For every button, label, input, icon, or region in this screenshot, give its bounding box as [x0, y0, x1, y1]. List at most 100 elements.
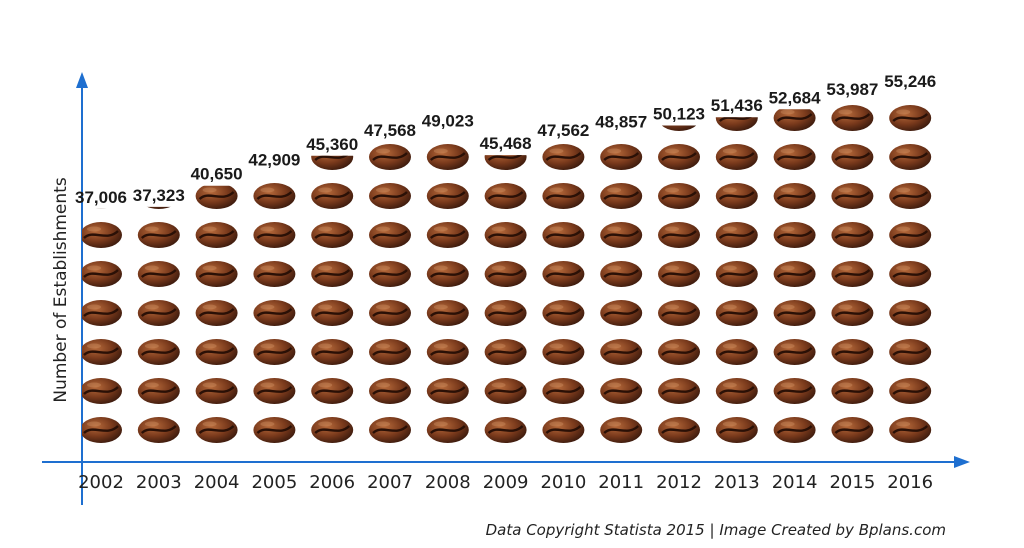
coffee-bean-icon: [252, 337, 297, 367]
coffee-bean-icon: [425, 298, 470, 328]
x-tick-label: 2002: [78, 472, 124, 493]
coffee-bean-icon: [599, 181, 644, 211]
coffee-bean-icon: [888, 259, 933, 289]
coffee-bean-icon: [599, 220, 644, 250]
coffee-bean-icon: [888, 142, 933, 172]
coffee-bean-icon: [367, 415, 413, 445]
coffee-bean-icon: [136, 337, 182, 367]
bean-column-2016: [888, 103, 933, 445]
value-label: 52,684: [769, 88, 822, 107]
value-label: 50,123: [653, 105, 705, 124]
data-credit: Data Copyright Statista 2015 | Image Cre…: [485, 521, 946, 539]
coffee-bean-icon: [310, 415, 355, 445]
coffee-bean-icon: [541, 142, 586, 172]
coffee-bean-icon: [599, 415, 644, 445]
coffee-bean-icon: [714, 376, 759, 406]
coffee-bean-icon: [772, 298, 817, 328]
coffee-bean-icon: [367, 376, 413, 406]
coffee-bean-icon: [541, 298, 586, 328]
coffee-bean-icon: [772, 337, 817, 367]
coffee-bean-icon: [541, 415, 586, 445]
coffee-bean-icon: [425, 181, 470, 211]
coffee-bean-icon: [888, 415, 933, 445]
coffee-bean-icon: [483, 415, 528, 445]
coffee-bean-icon: [483, 337, 528, 367]
coffee-bean-icon: [252, 376, 297, 406]
coffee-bean-icon: [136, 376, 182, 406]
bean-column-2010: [541, 142, 586, 445]
coffee-bean-icon: [714, 415, 759, 445]
coffee-bean-icon: [136, 220, 182, 250]
x-tick-label: 2004: [194, 472, 240, 493]
bean-column-2014: [772, 109, 817, 445]
coffee-bean-icon: [656, 220, 702, 250]
x-tick-label: 2012: [656, 472, 702, 493]
coffee-bean-icon: [656, 337, 702, 367]
value-label: 37,323: [133, 186, 185, 205]
coffee-bean-icon: [599, 376, 644, 406]
value-label: 42,909: [248, 150, 300, 169]
coffee-bean-icon: [541, 337, 586, 367]
bean-column-2006: [310, 155, 355, 445]
coffee-bean-icon: [252, 259, 297, 289]
coffee-bean-icon: [367, 142, 413, 172]
coffee-bean-icon: [888, 103, 933, 133]
coffee-bean-icon: [541, 181, 586, 211]
value-label: 51,436: [711, 96, 763, 115]
coffee-bean-icon: [772, 415, 817, 445]
bean-column-2004: [194, 185, 239, 445]
coffee-bean-icon: [830, 298, 875, 328]
coffee-bean-icon: [194, 415, 239, 445]
coffee-bean-icon: [772, 259, 817, 289]
coffee-bean-icon: [772, 142, 817, 172]
coffee-bean-icon: [888, 298, 933, 328]
coffee-bean-icon: [483, 298, 528, 328]
x-tick-label: 2003: [136, 472, 182, 493]
coffee-bean-icon: [888, 376, 933, 406]
coffee-bean-icon: [830, 376, 875, 406]
x-axis-arrow: [954, 456, 970, 468]
coffee-bean-icon: [888, 337, 933, 367]
coffee-bean-icon: [714, 142, 759, 172]
coffee-bean-icon: [714, 259, 759, 289]
x-tick-label: 2006: [309, 472, 355, 493]
coffee-bean-icon: [194, 220, 239, 250]
coffee-bean-icon: [252, 220, 297, 250]
coffee-bean-icon: [136, 259, 182, 289]
coffee-bean-icon: [367, 337, 413, 367]
y-axis-label: Number of Establishments: [51, 177, 71, 402]
x-tick-label: 2011: [598, 472, 644, 493]
value-labels: 37,006 37,323 40,650 42,909 45,360 47,568 49,0…: [75, 72, 936, 207]
coffee-bean-icon: [830, 259, 875, 289]
coffee-bean-icon: [830, 415, 875, 445]
coffee-bean-icon: [541, 220, 586, 250]
x-tick-label: 2014: [772, 472, 818, 493]
x-tick-labels: 2002 2003 2004 2005 2006 2007 2008 2009 2010 2011…: [78, 472, 933, 493]
bean-column-2007: [367, 142, 413, 445]
coffee-bean-icon: [772, 376, 817, 406]
bean-column-2008: [425, 142, 470, 445]
coffee-bean-icon: [714, 337, 759, 367]
coffee-bean-icon: [656, 259, 702, 289]
x-tick-label: 2015: [829, 472, 875, 493]
coffee-bean-icon: [656, 142, 702, 172]
coffee-bean-icon: [310, 298, 355, 328]
x-tick-label: 2007: [367, 472, 413, 493]
value-label: 47,568: [364, 121, 416, 140]
coffee-bean-icon: [252, 298, 297, 328]
coffee-bean-icon: [425, 337, 470, 367]
value-label: 49,023: [422, 112, 474, 131]
x-tick-label: 2016: [887, 472, 933, 493]
coffee-bean-icon: [656, 376, 702, 406]
bean-column-2002: [82, 208, 124, 445]
coffee-bean-icon: [425, 259, 470, 289]
coffee-bean-icon: [599, 337, 644, 367]
coffee-bean-icon: [310, 181, 355, 211]
value-label: 40,650: [191, 165, 243, 184]
coffee-bean-icon: [599, 142, 644, 172]
x-tick-label: 2013: [714, 472, 760, 493]
coffee-bean-icon: [194, 185, 239, 211]
coffee-bean-icon: [772, 181, 817, 211]
value-label: 45,360: [306, 135, 358, 154]
